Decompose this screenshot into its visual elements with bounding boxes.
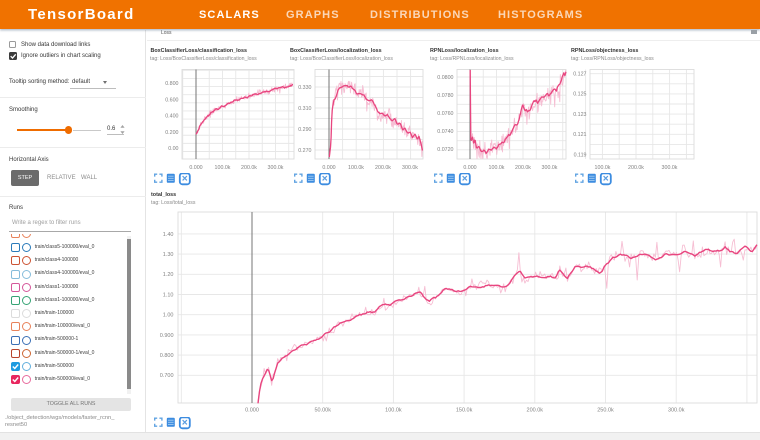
svg-text:300.0k: 300.0k	[662, 165, 678, 171]
svg-text:0.900: 0.900	[160, 333, 174, 339]
svg-text:0.400: 0.400	[165, 114, 178, 120]
svg-text:0.800: 0.800	[160, 353, 174, 359]
svg-text:0.700: 0.700	[160, 373, 174, 379]
svg-text:1.00: 1.00	[163, 313, 174, 319]
svg-text:250.0k: 250.0k	[597, 408, 614, 414]
svg-text:0.290: 0.290	[298, 127, 311, 133]
svg-text:200.0k: 200.0k	[515, 165, 531, 171]
svg-text:1.40: 1.40	[163, 232, 174, 238]
svg-text:1.30: 1.30	[163, 252, 174, 258]
svg-text:100.0k: 100.0k	[215, 165, 231, 171]
svg-text:0.00: 0.00	[168, 146, 178, 152]
svg-text:0.127: 0.127	[573, 72, 586, 78]
svg-text:0.310: 0.310	[298, 106, 311, 112]
svg-text:100.0k: 100.0k	[489, 165, 505, 171]
svg-text:0.270: 0.270	[298, 148, 311, 154]
svg-text:0.119: 0.119	[574, 152, 587, 158]
svg-text:300.0k: 300.0k	[268, 165, 284, 171]
svg-text:1.20: 1.20	[163, 272, 174, 278]
svg-text:0.000: 0.000	[245, 408, 259, 414]
svg-text:0.000: 0.000	[463, 165, 476, 171]
svg-text:0.0720: 0.0720	[437, 147, 453, 153]
svg-text:0.330: 0.330	[298, 85, 311, 91]
svg-text:100.0k: 100.0k	[348, 165, 364, 171]
svg-text:300.0k: 300.0k	[542, 165, 558, 171]
svg-text:0.0760: 0.0760	[437, 111, 453, 117]
svg-text:200.0k: 200.0k	[527, 408, 544, 414]
svg-text:0.125: 0.125	[573, 92, 586, 98]
svg-text:200.0k: 200.0k	[241, 165, 257, 171]
svg-text:100.0k: 100.0k	[385, 408, 402, 414]
svg-text:300.0k: 300.0k	[402, 165, 418, 171]
svg-text:0.200: 0.200	[165, 130, 178, 136]
svg-text:0.000: 0.000	[322, 165, 335, 171]
svg-text:300.0k: 300.0k	[668, 408, 685, 414]
svg-text:1.10: 1.10	[163, 292, 174, 298]
svg-text:0.123: 0.123	[573, 112, 586, 118]
svg-text:0.0740: 0.0740	[437, 129, 453, 135]
svg-text:0.0800: 0.0800	[437, 75, 453, 81]
svg-text:0.600: 0.600	[165, 97, 178, 103]
svg-text:0.000: 0.000	[189, 165, 202, 171]
svg-text:200.0k: 200.0k	[628, 165, 644, 171]
svg-text:200.0k: 200.0k	[375, 165, 391, 171]
svg-text:0.0780: 0.0780	[437, 93, 453, 99]
svg-text:100.0k: 100.0k	[595, 165, 611, 171]
svg-text:0.800: 0.800	[165, 81, 178, 87]
svg-text:50.00k: 50.00k	[314, 408, 331, 414]
svg-text:0.121: 0.121	[573, 132, 586, 138]
svg-text:150.0k: 150.0k	[456, 408, 473, 414]
